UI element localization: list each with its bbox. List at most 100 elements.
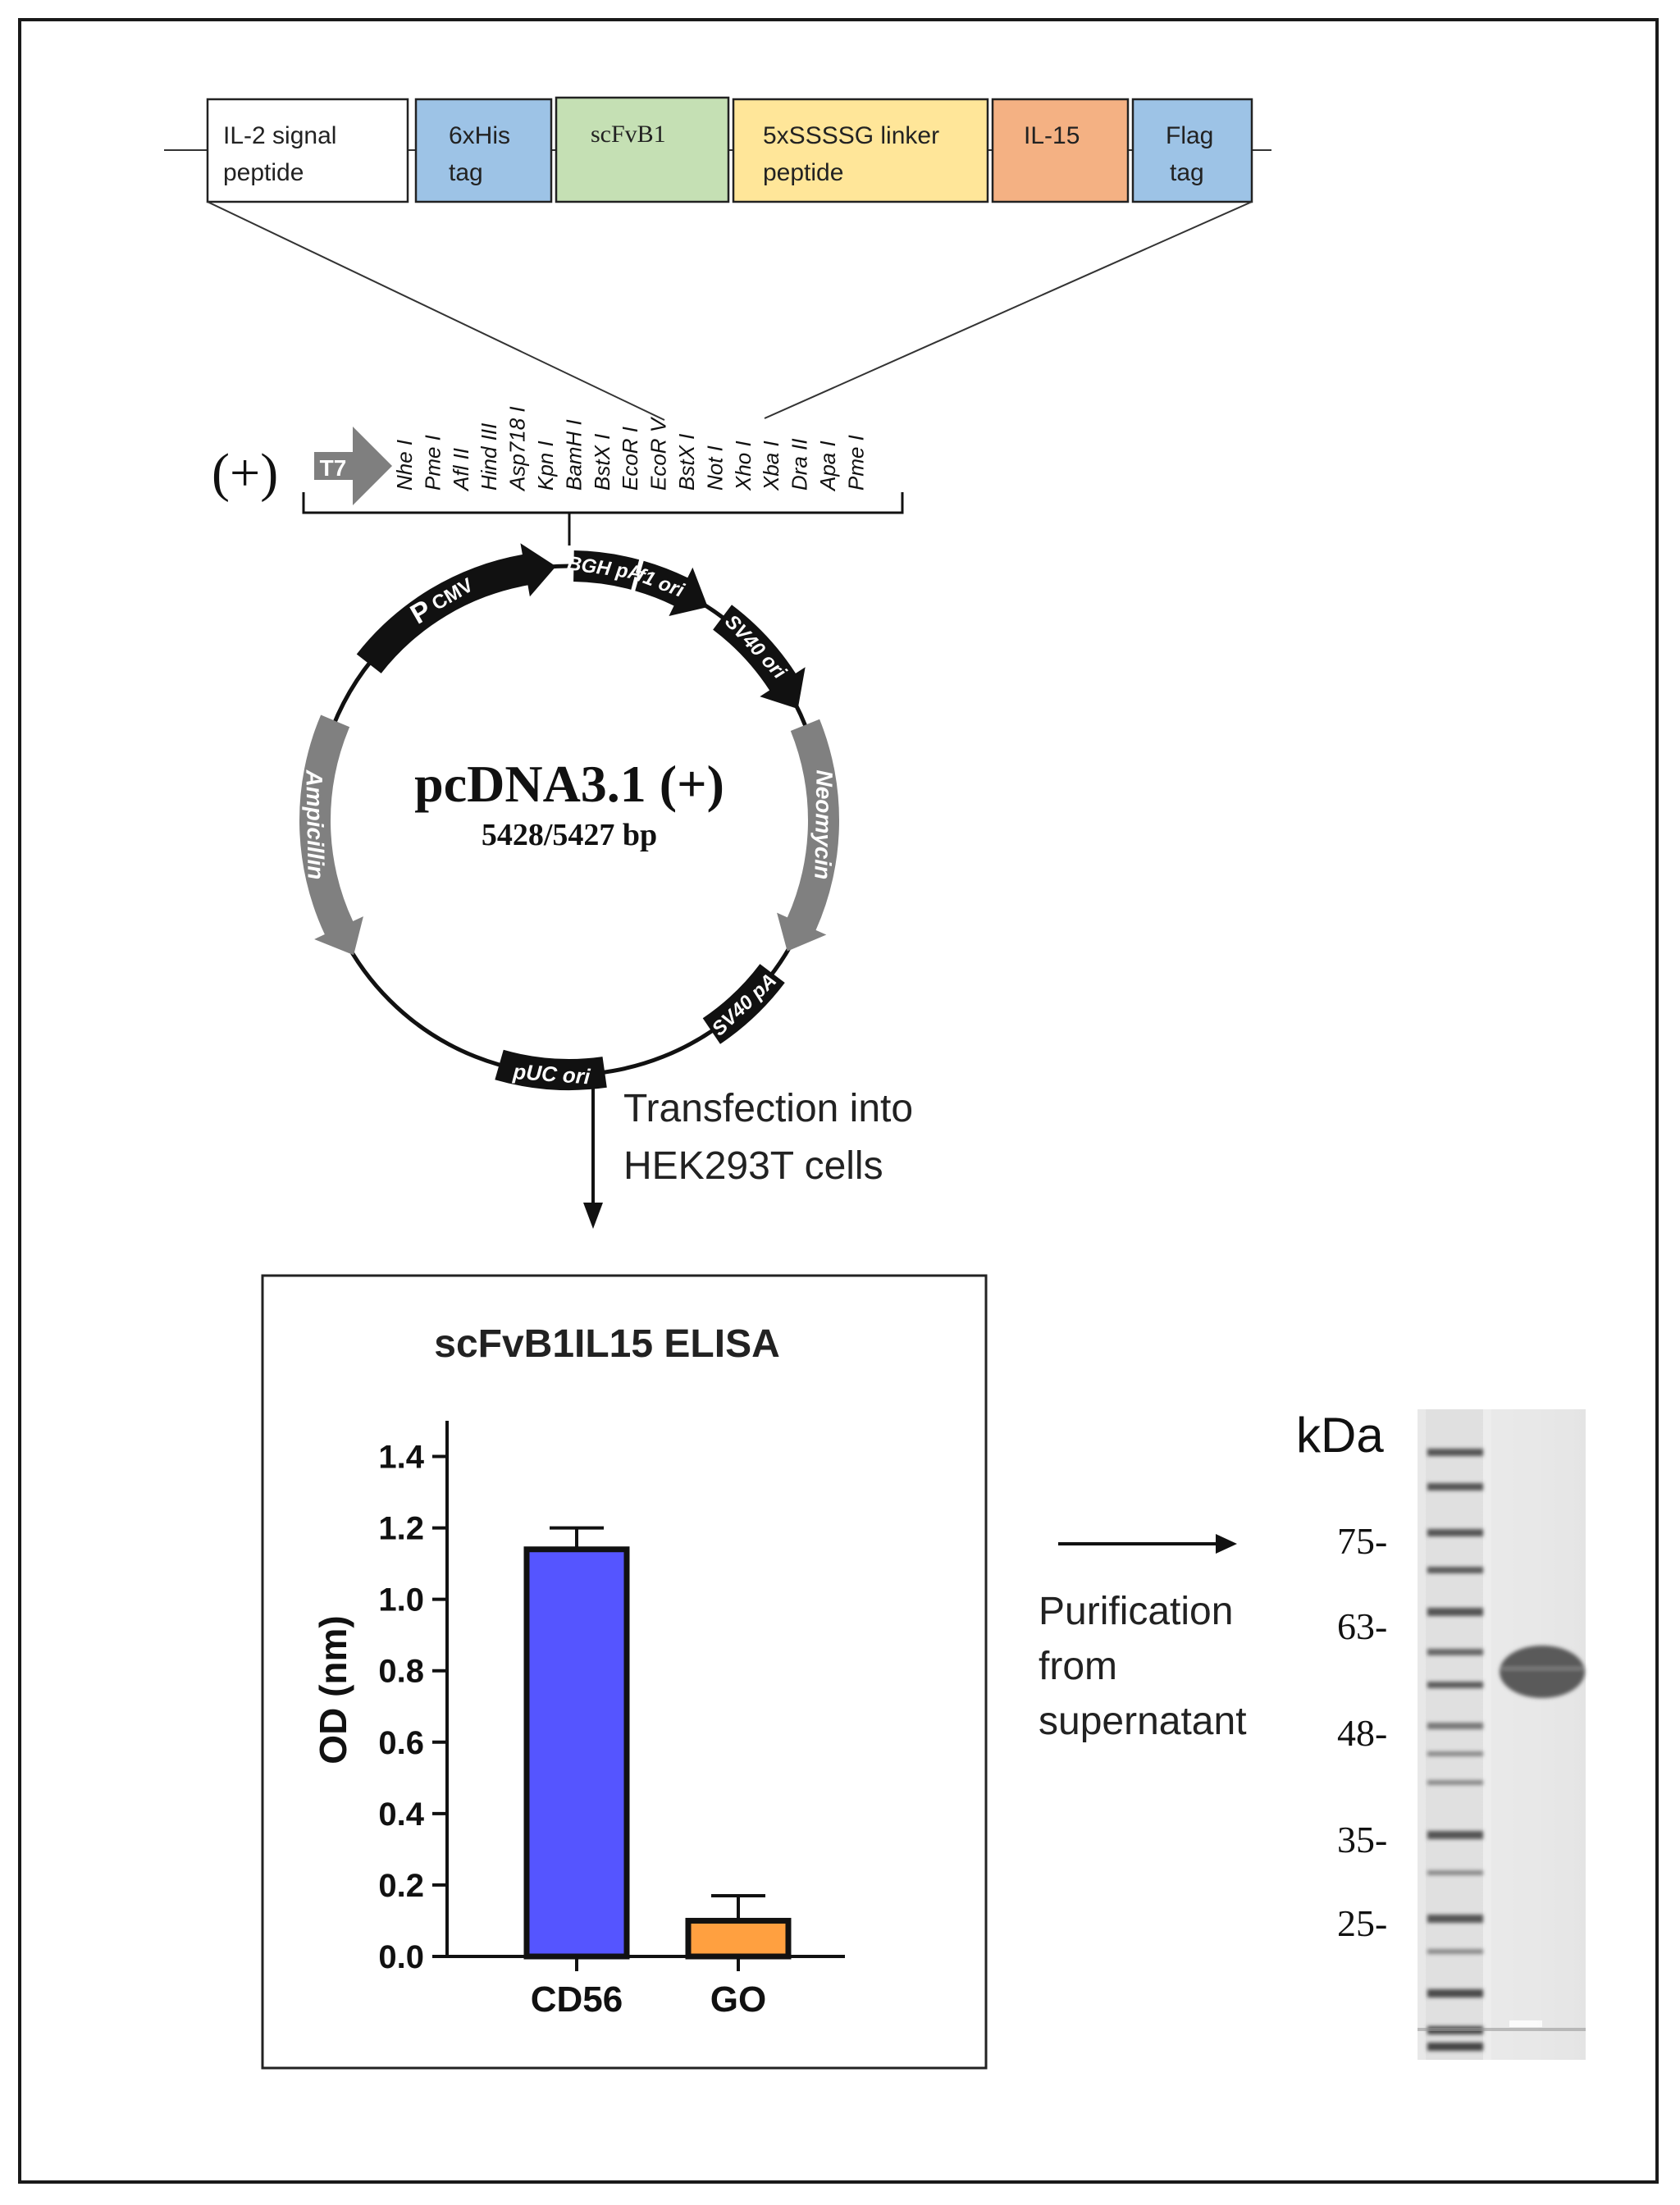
elisa-panel: scFvB1IL15 ELISA OD (nm) 0.0 0.2 0.4 0.6 0.8… bbox=[261, 1274, 988, 2070]
ladder-lane bbox=[1426, 1409, 1483, 2060]
purification-arrow-head bbox=[1216, 1534, 1237, 1554]
gel-marker-35: 35- bbox=[1337, 1819, 1387, 1860]
y-axis-label: OD (nm) bbox=[312, 1615, 354, 1764]
mcs-site-label: Afl II bbox=[449, 448, 473, 492]
ladder-band bbox=[1427, 1949, 1483, 1954]
mcs-site-label: Pme I bbox=[843, 435, 868, 491]
mcs-site-label: Pme I bbox=[420, 435, 445, 491]
segment-flag-tag bbox=[1131, 98, 1253, 203]
mcs-site-label: Not I bbox=[702, 445, 727, 491]
gel-bottom-line bbox=[1418, 2028, 1586, 2031]
segment-scfvb1-label: scFvB1 bbox=[591, 121, 666, 148]
bar-go bbox=[685, 1917, 792, 1960]
gene-construct: IL-2 signal peptide 6xHis tag scFvB1 5xS… bbox=[164, 96, 1271, 421]
chart-title: scFvB1IL15 ELISA bbox=[434, 1322, 780, 1366]
feature-sv40-ori-label: SV40 ori bbox=[720, 610, 791, 684]
mcs-site-label: Nhe I bbox=[392, 440, 417, 491]
sample-lane bbox=[1491, 1409, 1565, 2060]
mcs-site-label: Apa I bbox=[815, 441, 840, 492]
ladder-band bbox=[1427, 1649, 1483, 1655]
segment-linker-label-1: 5xSSSSG linker bbox=[763, 122, 939, 149]
purification-label-2: from bbox=[1039, 1645, 1117, 1688]
insert-line-left bbox=[207, 201, 665, 421]
segment-il2-label-2: peptide bbox=[223, 159, 304, 186]
mcs-site-label: Asp718 I bbox=[505, 406, 530, 492]
transfection-label-1: Transfection into bbox=[623, 1087, 913, 1130]
elisa-bar-chart: OD (nm) 0.0 0.2 0.4 0.6 0.8 1.0 1.2 1.4 CD56 GO bbox=[312, 1421, 845, 2020]
t7-label: T7 bbox=[320, 455, 347, 481]
segment-linker-label-2: peptide bbox=[763, 159, 843, 186]
feature-bgh-pa-shape bbox=[573, 550, 640, 590]
mcs-site-labels: Nhe I Pme I Afl II Hind III Asp718 I Kpn I Bam… bbox=[392, 406, 868, 492]
mcs-site-label: EcoR V bbox=[646, 416, 671, 491]
feature-sv40-pa-shape bbox=[702, 964, 785, 1044]
gel-unit-label: kDa bbox=[1296, 1408, 1384, 1463]
gel-artifact bbox=[1509, 2020, 1542, 2027]
y-tick-label: 0.8 bbox=[378, 1654, 424, 1690]
mcs-bracket bbox=[302, 492, 904, 514]
mcs-site-label: Xba I bbox=[759, 441, 783, 491]
mcs-site-label: Dra II bbox=[788, 438, 812, 491]
ladder-band bbox=[1427, 1989, 1483, 1997]
y-tick-label: 0.4 bbox=[378, 1796, 424, 1833]
feature-puc-ori-label: pUC ori bbox=[512, 1059, 592, 1089]
mcs-site-label: BamH I bbox=[561, 419, 586, 491]
segment-his-label-1: 6xHis bbox=[449, 122, 510, 149]
purification-step: Purification from supernatant bbox=[1039, 1534, 1247, 1743]
purification-label-3: supernatant bbox=[1039, 1700, 1247, 1743]
sample-band-shape bbox=[1500, 1646, 1585, 1698]
t7-promoter-arrow bbox=[314, 427, 392, 505]
orientation-label: (+) bbox=[212, 443, 278, 503]
y-tick-label: 1.2 bbox=[378, 1511, 424, 1547]
feature-neomycin-label: Neomycin bbox=[810, 769, 837, 879]
mcs-site-label: BstX I bbox=[590, 434, 614, 491]
plasmid-size: 5428/5427 bp bbox=[482, 818, 657, 852]
transfection-step: Transfection into HEK293T cells bbox=[583, 1075, 913, 1229]
feature-sv40-ori: SV40 ori bbox=[713, 605, 806, 710]
mcs-site-label: EcoR I bbox=[618, 427, 642, 491]
segment-il2-signal bbox=[206, 98, 409, 203]
ladder-band bbox=[1427, 1567, 1483, 1573]
x-tick-label: GO bbox=[710, 1979, 766, 2020]
bar-cd56 bbox=[523, 1546, 630, 1960]
feature-pcmv-shape bbox=[356, 543, 556, 673]
chart-marks: 0.0 0.2 0.4 0.6 0.8 1.0 1.2 1.4 CD56 GO bbox=[378, 1440, 792, 2020]
mcs-site-label: Kpn I bbox=[533, 441, 558, 491]
segment-il2-label-1: IL-2 signal bbox=[223, 122, 336, 149]
y-tick-label: 1.0 bbox=[378, 1582, 424, 1618]
ladder-band bbox=[1427, 1780, 1483, 1785]
sample-band-highlight bbox=[1501, 1667, 1583, 1670]
feature-neomycin-shape bbox=[777, 719, 839, 952]
feature-puc-ori: pUC ori bbox=[495, 1049, 607, 1090]
mcs-site-label: Hind III bbox=[477, 423, 501, 491]
y-tick-label: 0.6 bbox=[378, 1725, 424, 1761]
gel-marker-48: 48- bbox=[1337, 1712, 1387, 1754]
feature-f1-ori: f1 ori bbox=[634, 560, 708, 617]
mcs-site-label: BstX I bbox=[674, 434, 699, 491]
ladder-band bbox=[1427, 1483, 1483, 1491]
plasmid-name: pcDNA3.1 (+) bbox=[414, 755, 724, 813]
ladder-band bbox=[1427, 1529, 1483, 1536]
transfection-arrow-head bbox=[583, 1203, 603, 1229]
feature-pcmv: PCMV bbox=[356, 543, 556, 673]
x-tick-label: CD56 bbox=[531, 1979, 623, 2020]
segment-scfvb1 bbox=[555, 96, 730, 203]
ladder-band bbox=[1427, 2043, 1483, 2051]
figure-frame bbox=[18, 18, 1659, 2184]
y-tick-label: 1.4 bbox=[378, 1440, 424, 1476]
sds-page-gel: kDa 75- 63- 48- 35- 25- bbox=[1296, 1408, 1586, 2060]
purification-label-1: Purification bbox=[1039, 1590, 1233, 1633]
feature-sv40-pa: SV40 pA bbox=[702, 964, 785, 1044]
feature-f1-ori-shape bbox=[635, 560, 708, 617]
ladder-band bbox=[1427, 1723, 1483, 1729]
segment-il15-label: IL-15 bbox=[1024, 122, 1080, 149]
y-tick-label: 0.0 bbox=[378, 1939, 424, 1975]
feature-sv40-pa-label: SV40 pA bbox=[708, 970, 781, 1041]
segment-flag-label-2: tag bbox=[1170, 159, 1204, 186]
insert-line-right bbox=[764, 201, 1253, 419]
feature-neomycin: Neomycin bbox=[777, 719, 839, 952]
